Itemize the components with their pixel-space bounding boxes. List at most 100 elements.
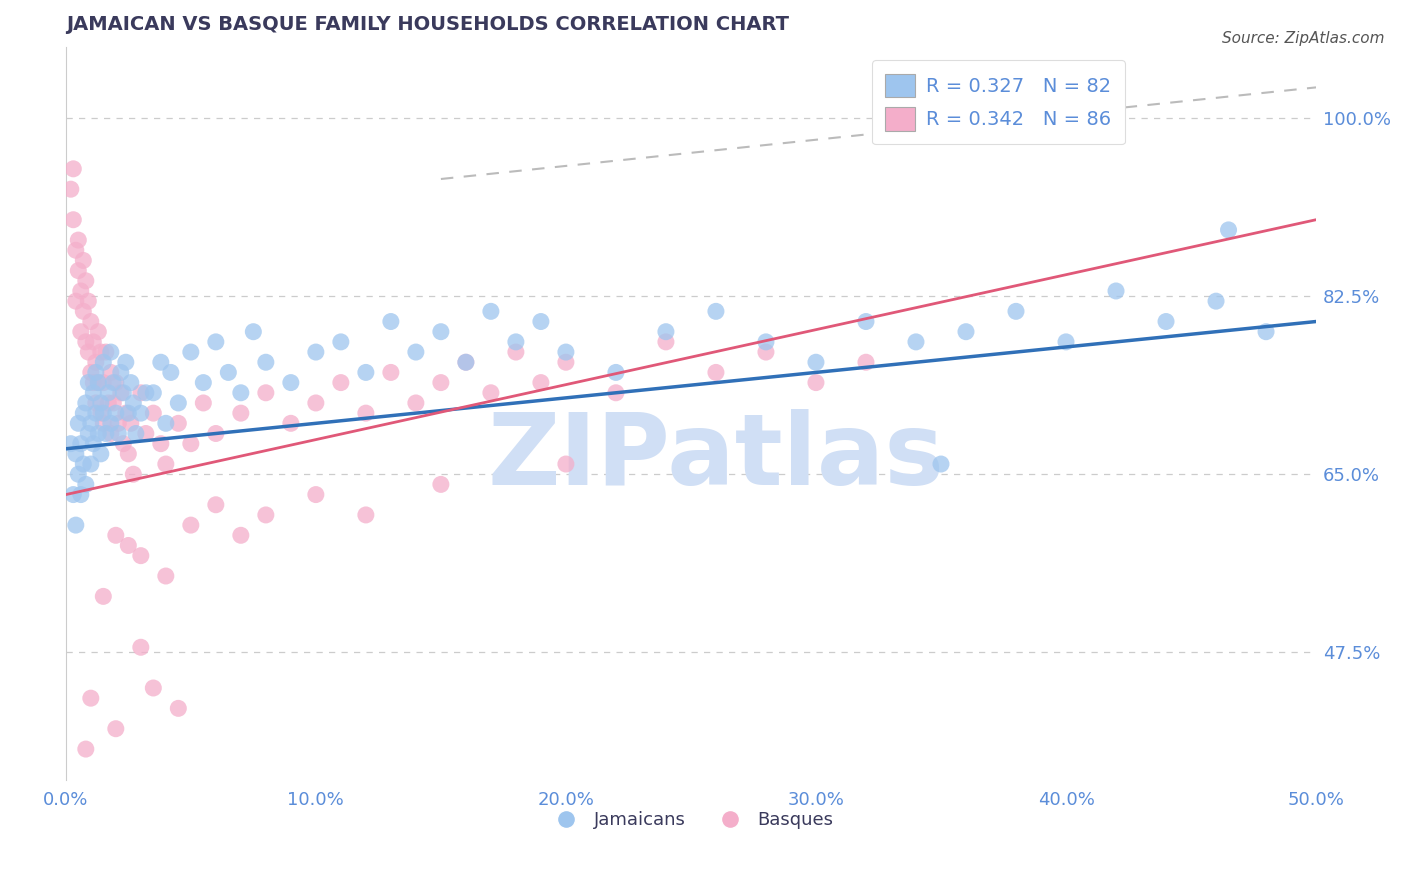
Point [155, 457, 177, 471]
Point [65, 294, 87, 309]
Point [205, 334, 228, 349]
Point [229, 528, 252, 542]
Point [380, 366, 402, 380]
Point [149, 355, 172, 369]
Point [72, 253, 94, 268]
Point [280, 417, 302, 431]
Point [100, 417, 122, 431]
Point [65, 518, 87, 533]
Point [69, 284, 91, 298]
Point [90, 447, 112, 461]
Point [193, 376, 215, 390]
Point [479, 385, 502, 400]
Point [254, 385, 277, 400]
Point [62, 212, 84, 227]
Point [120, 376, 142, 390]
Point [114, 406, 136, 420]
Point [69, 436, 91, 450]
Legend: Jamaicans, Basques: Jamaicans, Basques [541, 804, 841, 837]
Point [112, 436, 135, 450]
Text: JAMAICAN VS BASQUE FAMILY HOUSEHOLDS CORRELATION CHART: JAMAICAN VS BASQUE FAMILY HOUSEHOLDS COR… [66, 15, 789, 34]
Point [100, 366, 122, 380]
Point [229, 406, 252, 420]
Point [1254, 325, 1277, 339]
Point [1205, 294, 1227, 309]
Point [67, 467, 90, 482]
Point [955, 325, 977, 339]
Point [904, 334, 927, 349]
Point [180, 518, 202, 533]
Point [91, 406, 114, 420]
Point [167, 417, 190, 431]
Point [405, 396, 427, 410]
Point [91, 355, 114, 369]
Point [254, 355, 277, 369]
Point [90, 406, 112, 420]
Point [855, 355, 877, 369]
Point [75, 274, 97, 288]
Point [193, 396, 215, 410]
Point [117, 447, 139, 461]
Point [82, 436, 104, 450]
Point [305, 345, 328, 359]
Point [804, 355, 827, 369]
Point [454, 355, 477, 369]
Point [82, 376, 104, 390]
Point [430, 477, 453, 491]
Point [62, 161, 84, 176]
Point [755, 334, 778, 349]
Point [107, 426, 129, 441]
Point [305, 487, 328, 501]
Point [142, 681, 165, 695]
Point [122, 467, 145, 482]
Point [104, 406, 127, 420]
Point [65, 447, 87, 461]
Point [72, 406, 94, 420]
Point [329, 376, 352, 390]
Point [217, 366, 239, 380]
Point [77, 376, 100, 390]
Point [80, 691, 103, 706]
Point [804, 376, 827, 390]
Point [94, 426, 117, 441]
Point [84, 406, 107, 420]
Point [1054, 334, 1077, 349]
Point [354, 366, 377, 380]
Point [69, 325, 91, 339]
Point [91, 376, 114, 390]
Point [554, 345, 576, 359]
Point [1154, 314, 1177, 328]
Point [135, 385, 157, 400]
Point [59, 436, 82, 450]
Point [67, 417, 90, 431]
Point [91, 417, 114, 431]
Point [75, 396, 97, 410]
Point [605, 366, 627, 380]
Point [67, 263, 90, 277]
Point [84, 396, 107, 410]
Point [117, 539, 139, 553]
Point [80, 417, 103, 431]
Point [454, 355, 477, 369]
Point [129, 385, 152, 400]
Point [135, 426, 157, 441]
Point [110, 385, 132, 400]
Point [1105, 284, 1128, 298]
Point [605, 385, 627, 400]
Point [117, 406, 139, 420]
Point [167, 701, 190, 715]
Point [554, 355, 576, 369]
Text: ZIPatlas: ZIPatlas [488, 409, 945, 506]
Point [122, 396, 145, 410]
Point [704, 366, 727, 380]
Point [280, 376, 302, 390]
Point [84, 366, 107, 380]
Point [97, 396, 120, 410]
Text: Source: ZipAtlas.com: Source: ZipAtlas.com [1222, 31, 1385, 46]
Point [103, 376, 125, 390]
Point [167, 396, 190, 410]
Point [80, 457, 103, 471]
Point [329, 334, 352, 349]
Point [59, 182, 82, 196]
Point [129, 549, 152, 563]
